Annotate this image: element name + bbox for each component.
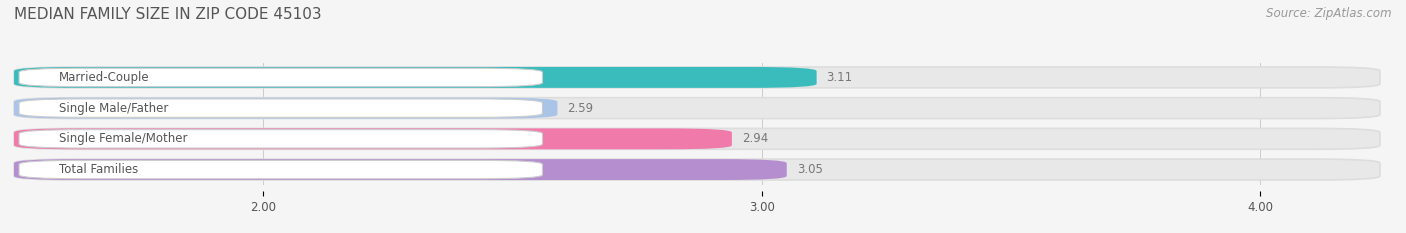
FancyBboxPatch shape bbox=[14, 67, 817, 88]
Text: 2.59: 2.59 bbox=[568, 102, 593, 115]
FancyBboxPatch shape bbox=[14, 128, 733, 149]
FancyBboxPatch shape bbox=[20, 130, 543, 148]
Text: MEDIAN FAMILY SIZE IN ZIP CODE 45103: MEDIAN FAMILY SIZE IN ZIP CODE 45103 bbox=[14, 7, 322, 22]
FancyBboxPatch shape bbox=[14, 159, 1379, 180]
Text: 3.11: 3.11 bbox=[827, 71, 852, 84]
FancyBboxPatch shape bbox=[14, 128, 1379, 149]
FancyBboxPatch shape bbox=[14, 67, 1379, 88]
FancyBboxPatch shape bbox=[20, 99, 543, 117]
FancyBboxPatch shape bbox=[14, 98, 557, 119]
FancyBboxPatch shape bbox=[14, 98, 1379, 119]
Text: 2.94: 2.94 bbox=[742, 132, 768, 145]
Text: 3.05: 3.05 bbox=[797, 163, 823, 176]
FancyBboxPatch shape bbox=[20, 68, 543, 87]
FancyBboxPatch shape bbox=[14, 159, 787, 180]
Text: Single Male/Father: Single Male/Father bbox=[59, 102, 169, 115]
FancyBboxPatch shape bbox=[20, 160, 543, 179]
Text: Married-Couple: Married-Couple bbox=[59, 71, 149, 84]
Text: Single Female/Mother: Single Female/Mother bbox=[59, 132, 187, 145]
Text: Total Families: Total Families bbox=[59, 163, 138, 176]
Text: Source: ZipAtlas.com: Source: ZipAtlas.com bbox=[1267, 7, 1392, 20]
